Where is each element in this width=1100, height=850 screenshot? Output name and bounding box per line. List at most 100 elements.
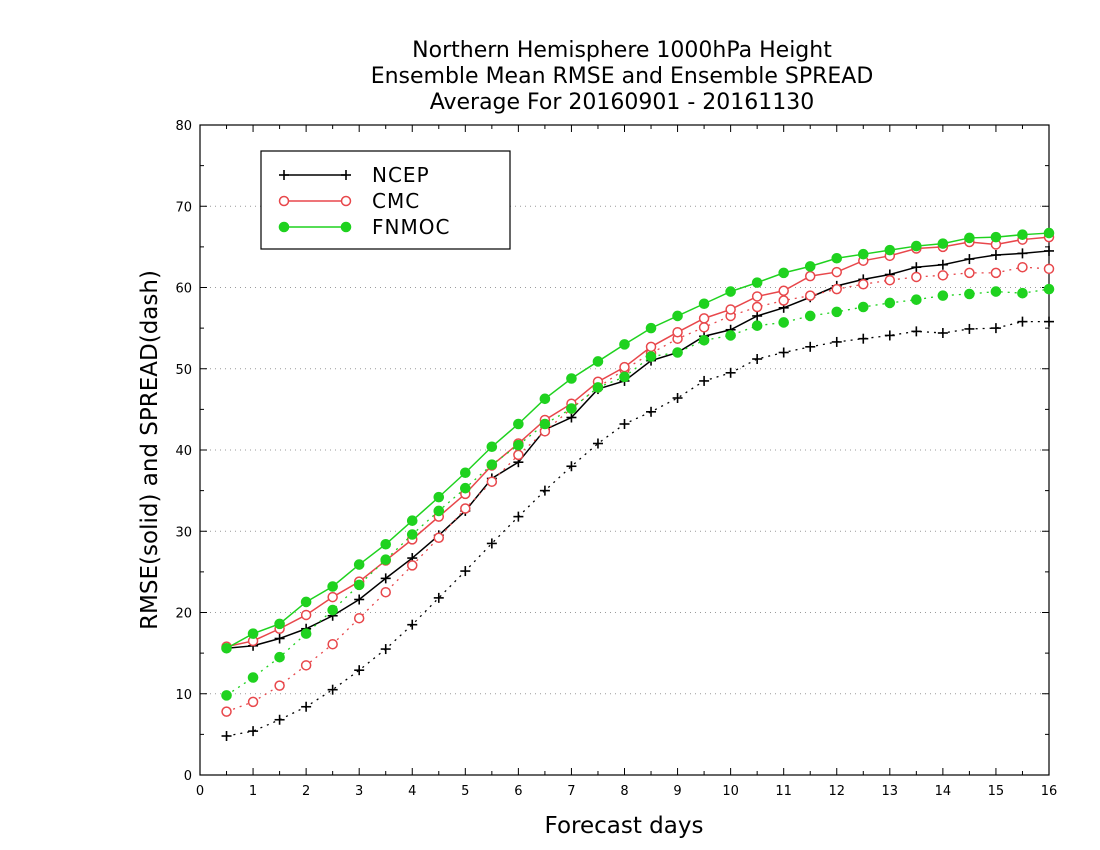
spread-point-fnmoc: [539, 418, 551, 430]
spread-point-fnmoc: [433, 505, 445, 517]
series-layer: [221, 227, 1055, 741]
series-cmc: [221, 231, 1055, 717]
spread-point-cmc: [804, 290, 816, 301]
spread-point-ncep: [619, 419, 630, 429]
rmse-point-fnmoc: [698, 298, 710, 310]
spread-point-ncep: [566, 461, 577, 472]
rmse-point-fnmoc: [539, 393, 551, 405]
spread-point-fnmoc: [937, 290, 949, 301]
series-ncep: [221, 245, 1054, 741]
x-tick-label-6: 6: [514, 784, 522, 799]
x-tick-label-14: 14: [935, 784, 952, 799]
spread-point-ncep: [460, 566, 471, 577]
spread-point-ncep: [221, 731, 232, 741]
rmse-point-fnmoc: [937, 238, 949, 249]
rmse-point-fnmoc: [406, 515, 418, 526]
x-tick-label-4: 4: [408, 784, 416, 799]
y-tick-label-70: 70: [175, 200, 192, 215]
spread-point-fnmoc: [725, 330, 736, 341]
rmse-point-cmc: [831, 266, 842, 278]
spread-point-fnmoc: [884, 297, 896, 309]
spread-line-cmc: [226, 266, 1050, 713]
spread-point-fnmoc: [751, 320, 763, 331]
spread-point-fnmoc: [406, 529, 418, 540]
spread-point-ncep: [433, 592, 444, 603]
spread-point-cmc: [353, 612, 365, 624]
spread-point-cmc: [460, 503, 471, 514]
spread-point-cmc: [513, 449, 524, 461]
x-tick-label-9: 9: [673, 784, 681, 799]
spread-point-ncep: [805, 341, 816, 352]
rmse-point-fnmoc: [433, 491, 445, 503]
series-fnmoc: [221, 227, 1055, 701]
rmse-line-ncep: [226, 250, 1050, 649]
y-tick-label-0: 0: [184, 769, 192, 784]
spread-point-ncep: [380, 644, 391, 655]
rmse-point-fnmoc: [990, 231, 1002, 243]
spread-point-ncep: [248, 726, 259, 737]
spread-point-cmc: [407, 560, 418, 571]
rmse-point-cmc: [778, 285, 789, 296]
rmse-point-fnmoc: [353, 559, 365, 570]
rmse-point-fnmoc: [804, 261, 816, 272]
spread-point-fnmoc: [911, 294, 922, 305]
rmse-point-cmc: [751, 291, 763, 302]
rmse-point-fnmoc: [751, 277, 763, 288]
spread-point-fnmoc: [964, 288, 975, 300]
spread-point-fnmoc: [831, 306, 843, 318]
title-line-1: Northern Hemisphere 1000hPa Height: [412, 38, 832, 63]
x-tick-label-5: 5: [461, 784, 469, 799]
spread-point-fnmoc: [592, 382, 604, 393]
spread-point-fnmoc: [380, 554, 392, 565]
legend-entry-fnmoc: FNMOC: [278, 215, 449, 239]
y-tick-label-40: 40: [175, 444, 192, 459]
spread-point-cmc: [380, 586, 391, 598]
y-tick-label-20: 20: [175, 607, 192, 622]
rmse-point-fnmoc: [460, 467, 471, 479]
spread-point-ncep: [354, 665, 365, 676]
rmse-point-ncep: [964, 254, 975, 265]
spread-line-ncep: [226, 320, 1049, 737]
rmse-point-ncep: [1017, 248, 1028, 259]
spread-point-cmc: [486, 476, 498, 487]
axes: 0 1 2 3 4 5 6 7 8 9 10 11 12 13 14 15 160102030405060708…: [175, 119, 1057, 799]
legend-box: [260, 150, 511, 250]
rmse-point-fnmoc: [592, 356, 604, 367]
rmse-point-fnmoc: [566, 373, 577, 384]
rmse-point-cmc: [645, 341, 657, 353]
spread-point-fnmoc: [460, 482, 471, 494]
rmse-point-fnmoc: [1043, 227, 1055, 239]
rmse-point-ncep: [1044, 245, 1054, 256]
spread-point-fnmoc: [274, 651, 285, 663]
spread-point-fnmoc: [486, 459, 498, 470]
spread-point-fnmoc: [857, 301, 869, 313]
spread-point-ncep: [486, 538, 497, 549]
spread-point-ncep: [858, 333, 869, 344]
spread-point-fnmoc: [353, 579, 365, 591]
spread-point-cmc: [751, 301, 763, 313]
rmse-point-ncep: [274, 633, 285, 644]
rmse-point-fnmoc: [725, 286, 736, 297]
rmse-point-fnmoc: [1017, 229, 1028, 240]
spread-point-fnmoc: [327, 604, 338, 616]
spread-point-ncep: [964, 323, 975, 334]
y-tick-label-30: 30: [175, 525, 192, 540]
rmse-point-fnmoc: [327, 581, 338, 592]
rmse-point-fnmoc: [778, 267, 789, 279]
spread-point-fnmoc: [247, 672, 259, 683]
rmse-point-ncep: [752, 310, 763, 321]
rmse-line-fnmoc: [226, 232, 1050, 649]
rmse-point-fnmoc: [857, 248, 869, 260]
spread-point-ncep: [539, 485, 550, 496]
spread-point-cmc: [698, 322, 710, 333]
legend-marker-fnmoc: [278, 221, 290, 233]
spread-point-ncep: [407, 619, 418, 630]
x-tick-label-13: 13: [882, 784, 899, 799]
spread-point-ncep: [274, 714, 285, 725]
spread-point-ncep: [884, 330, 895, 341]
spread-point-fnmoc: [990, 286, 1002, 297]
rmse-point-fnmoc: [247, 628, 259, 639]
x-tick-label-15: 15: [988, 784, 1005, 799]
x-axis-title: Forecast days: [545, 813, 704, 839]
